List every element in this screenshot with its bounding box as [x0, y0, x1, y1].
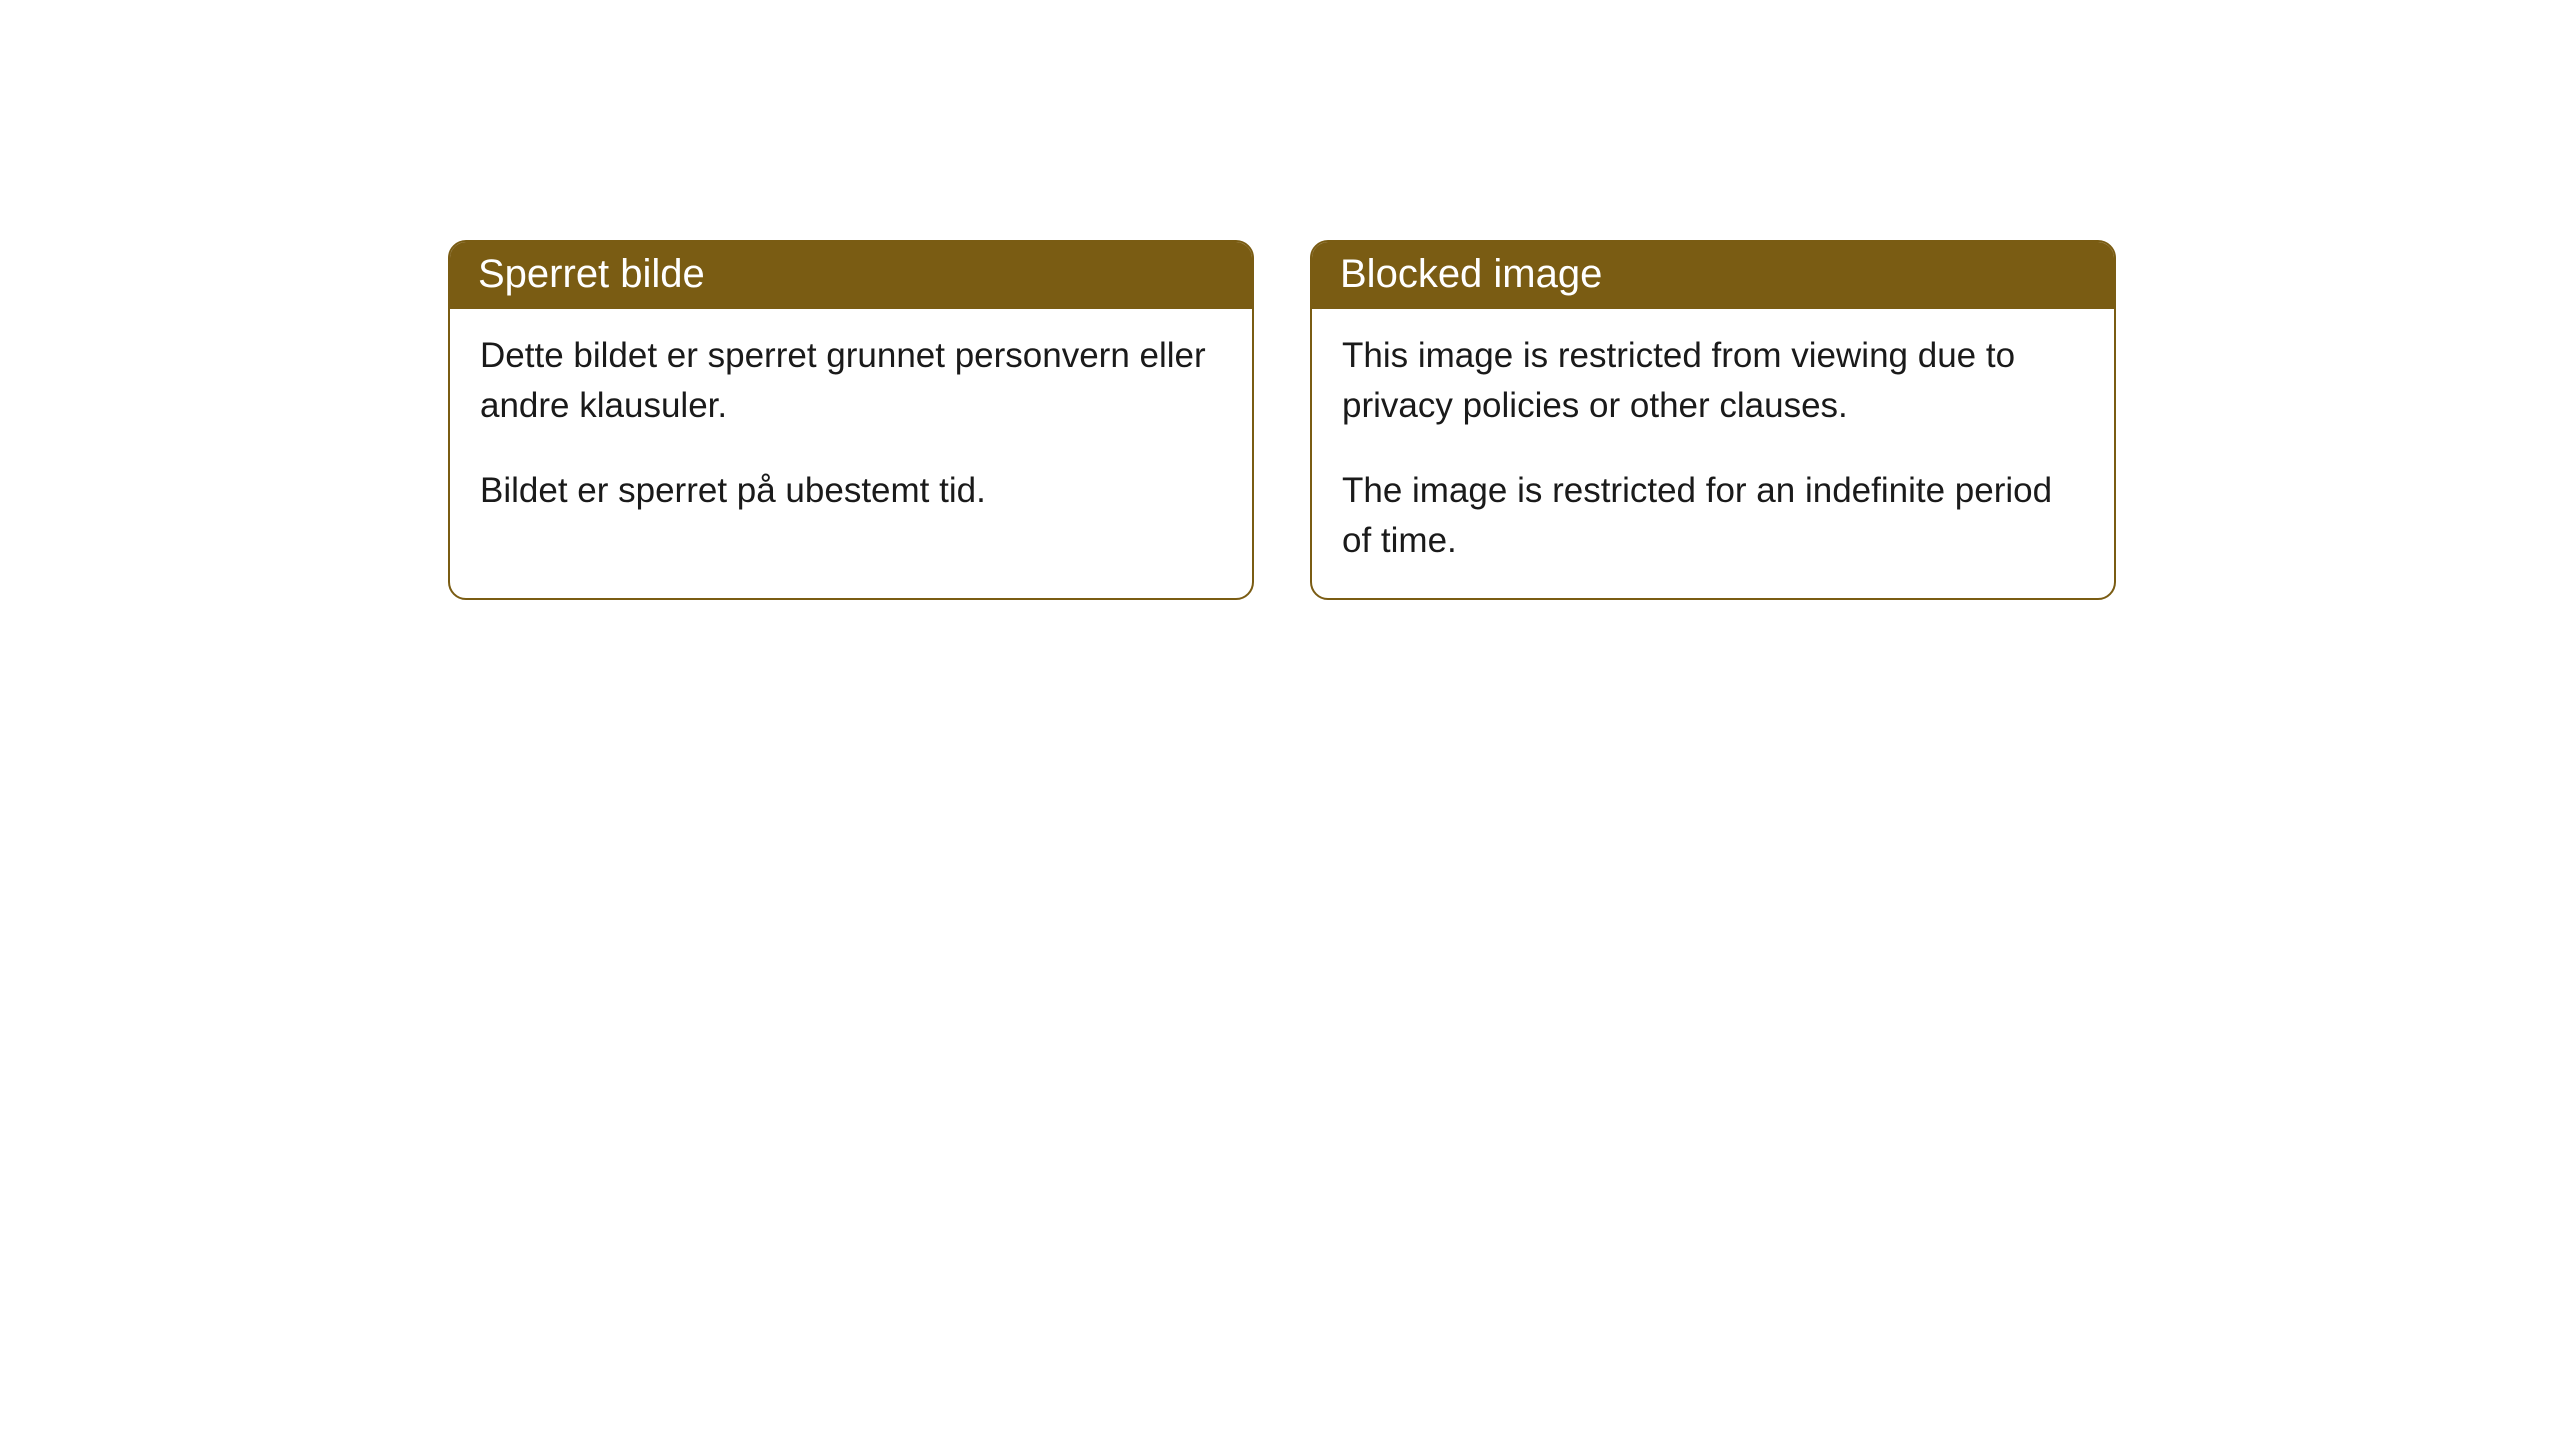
blocked-reason-text: This image is restricted from viewing du…	[1342, 331, 2084, 430]
blocked-reason-text: Dette bildet er sperret grunnet personve…	[480, 331, 1222, 430]
card-header: Sperret bilde	[450, 242, 1252, 309]
card-header: Blocked image	[1312, 242, 2114, 309]
blocked-duration-text: Bildet er sperret på ubestemt tid.	[480, 466, 1222, 516]
notice-cards-container: Sperret bilde Dette bildet er sperret gr…	[0, 0, 2560, 600]
card-body: Dette bildet er sperret grunnet personve…	[450, 309, 1252, 548]
blocked-image-card-norwegian: Sperret bilde Dette bildet er sperret gr…	[448, 240, 1254, 600]
blocked-image-card-english: Blocked image This image is restricted f…	[1310, 240, 2116, 600]
card-body: This image is restricted from viewing du…	[1312, 309, 2114, 598]
blocked-duration-text: The image is restricted for an indefinit…	[1342, 466, 2084, 565]
